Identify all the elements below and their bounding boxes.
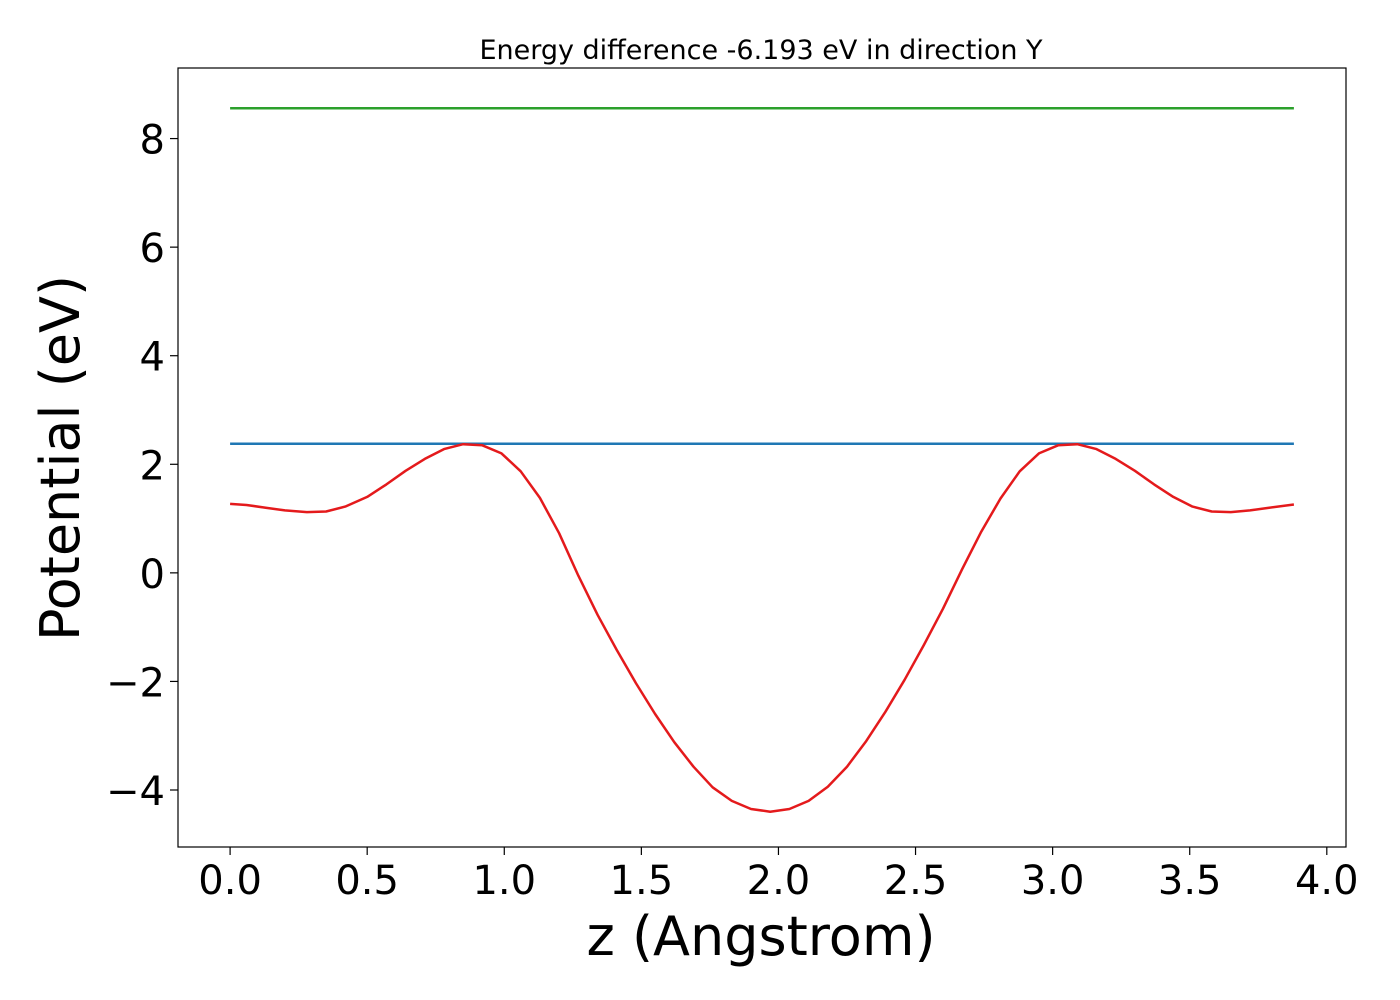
x-axis-label: z (Angstrom) xyxy=(586,905,935,968)
plot-area xyxy=(177,67,1347,848)
x-tick-label: 0.0 xyxy=(198,858,262,904)
x-axis: 0.0 0.5 1.0 1.5 2.0 2.5 3.0 3.5 4.0 xyxy=(198,847,1359,904)
x-tick-label: 1.0 xyxy=(472,858,536,904)
y-tick-label: 8 xyxy=(140,118,165,164)
y-axis: −4 −2 0 2 4 6 8 xyxy=(106,118,178,815)
y-tick-label: −2 xyxy=(106,660,165,706)
axes-frame xyxy=(177,67,1347,848)
x-tick-label: 2.0 xyxy=(747,858,811,904)
potential-curve xyxy=(230,442,1295,813)
x-tick-label: 2.5 xyxy=(884,858,948,904)
y-tick-label: −4 xyxy=(106,769,165,815)
chart-title: Energy difference -6.193 eV in direction… xyxy=(479,35,1043,66)
x-tick-label: 3.0 xyxy=(1021,858,1085,904)
y-tick-label: 2 xyxy=(140,443,165,489)
y-tick-label: 4 xyxy=(140,335,165,381)
x-tick-label: 1.5 xyxy=(610,858,674,904)
y-tick-label: 6 xyxy=(140,226,165,272)
y-tick-label: 0 xyxy=(140,552,165,598)
y-axis-label: Potential (eV) xyxy=(29,275,92,641)
x-tick-label: 4.0 xyxy=(1295,858,1359,904)
x-tick-label: 3.5 xyxy=(1158,858,1222,904)
x-tick-label: 0.5 xyxy=(335,858,399,904)
series-group xyxy=(230,106,1295,813)
